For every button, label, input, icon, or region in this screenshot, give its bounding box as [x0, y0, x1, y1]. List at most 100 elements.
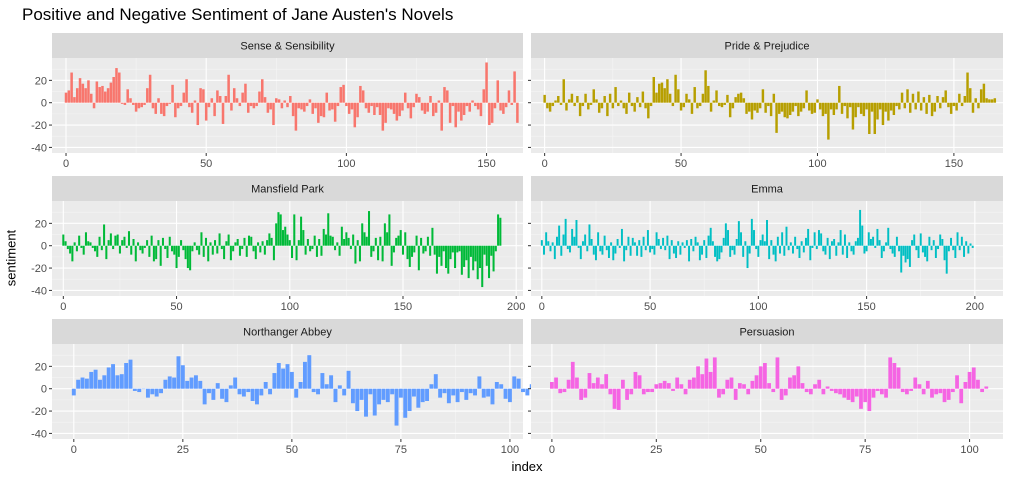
facet-3-bar: [616, 239, 619, 246]
facet-4-bar: [324, 384, 329, 389]
facet-4-bar: [215, 383, 220, 389]
facet-4-bar: [98, 379, 102, 389]
facet-3-bar: [939, 234, 942, 246]
facet-2-bar: [377, 245, 380, 261]
facet-2-bar: [420, 237, 423, 246]
facet-2-bar: [180, 240, 183, 246]
facet-0-bar: [499, 102, 502, 111]
facet-3-bar: [872, 236, 875, 246]
facet-0-bar: [443, 87, 446, 103]
facet-0-bar: [210, 98, 214, 103]
facet-3-bar: [969, 243, 972, 246]
facet-4-bar: [268, 388, 273, 395]
facet-5-bar: [925, 380, 930, 389]
facet-4-bar: [80, 377, 85, 389]
facet-4-bar: [525, 388, 530, 396]
facet-5-strip: [531, 319, 1003, 344]
facet-1-bar: [666, 79, 669, 103]
facet-0-bar: [168, 102, 172, 104]
facet-2-bar: [87, 241, 90, 246]
facet-1-bar: [677, 89, 680, 103]
facet-1-bar: [909, 102, 912, 113]
facet-0-bar: [305, 102, 309, 107]
facet-3-x-tick-label: 100: [749, 301, 767, 313]
facet-3-bar: [599, 245, 602, 252]
facet-5-x-tick-label: 100: [960, 444, 978, 456]
facet-1-bar: [688, 99, 691, 103]
facet-1-x-tick-label: 150: [945, 158, 963, 170]
facet-3-bar: [924, 245, 927, 257]
facet-3-bar: [692, 245, 695, 252]
facet-1-bar: [851, 102, 855, 130]
facet-0-bar: [476, 102, 480, 110]
facet-5-bar: [725, 379, 730, 389]
facet-0-bar: [398, 102, 401, 117]
facet-3-bar: [876, 228, 879, 246]
facet-3-bar: [651, 245, 654, 250]
facet-1-bar: [595, 99, 598, 103]
facet-5-bar: [808, 388, 813, 395]
facet-4-strip: [52, 319, 523, 344]
facet-5-bar: [896, 367, 901, 389]
facet-2-bar: [374, 237, 377, 246]
facet-3-bar: [856, 237, 859, 246]
facet-2-bar: [408, 245, 411, 267]
facet-1-bar: [589, 102, 593, 105]
facet-0-bar: [432, 102, 435, 117]
facet-0-bar: [221, 102, 225, 124]
facet-2-bar: [277, 212, 280, 246]
facet-0-bar: [249, 102, 253, 107]
facet-3-bar: [685, 240, 688, 246]
facet-2-bar: [247, 235, 251, 246]
facet-3-bar: [828, 245, 831, 260]
facet-4-bar: [407, 388, 412, 412]
facet-0-y-tick-label: 20: [35, 75, 47, 87]
facet-4-bar: [425, 388, 430, 401]
facet-3-bar: [833, 239, 836, 246]
facet-2-bar: [121, 240, 124, 246]
facet-3-bar: [971, 245, 974, 248]
facet-0-bar: [474, 102, 477, 107]
facet-4-bar: [228, 385, 233, 389]
facet-0-bar: [437, 100, 441, 103]
facet-3-bar: [943, 245, 946, 261]
facet-1-bar: [889, 102, 893, 111]
facet-2-bar: [370, 245, 373, 257]
facet-5-bar: [859, 388, 863, 409]
facet-4-bar: [176, 356, 181, 389]
facet-0-bar: [188, 102, 191, 108]
facet-0-bar: [182, 92, 186, 103]
facet-0-bar: [84, 88, 87, 103]
facet-3-bar: [620, 228, 623, 246]
facet-4-bar: [507, 388, 512, 403]
facet-3-bar: [724, 223, 727, 246]
facet-5-bar: [971, 367, 976, 389]
facet-2-bar: [476, 245, 479, 280]
facet-2-bar: [272, 245, 275, 261]
facet-0-bar: [126, 89, 129, 103]
facet-1-bar: [734, 97, 737, 103]
facet-2-bar: [327, 213, 330, 246]
facet-0-bar: [185, 79, 188, 103]
facet-3-bar: [763, 241, 766, 246]
facet-3-bar: [610, 242, 613, 246]
facet-5-bar: [692, 377, 696, 389]
facet-3-bar: [653, 245, 656, 255]
facet-3-bar: [882, 245, 885, 252]
facet-2-bar: [241, 245, 244, 250]
facet-2-bar: [234, 242, 237, 246]
facet-5-bar: [608, 388, 613, 395]
facet-1-bar: [982, 83, 986, 103]
facet-3-bar: [594, 245, 597, 261]
facet-3-bar: [575, 220, 578, 246]
facet-2-bar: [173, 245, 176, 255]
facet-0-bar: [429, 96, 432, 103]
facet-4-x-tick-label: 0: [71, 444, 77, 456]
facet-2-bar: [259, 245, 262, 253]
facet-1-bar: [742, 98, 746, 103]
facet-0-bar: [485, 62, 488, 103]
facet-1-bar: [993, 98, 997, 103]
facet-3-bar: [956, 232, 959, 246]
facet-2-bar: [191, 245, 194, 252]
facet-2-bar: [279, 214, 282, 246]
